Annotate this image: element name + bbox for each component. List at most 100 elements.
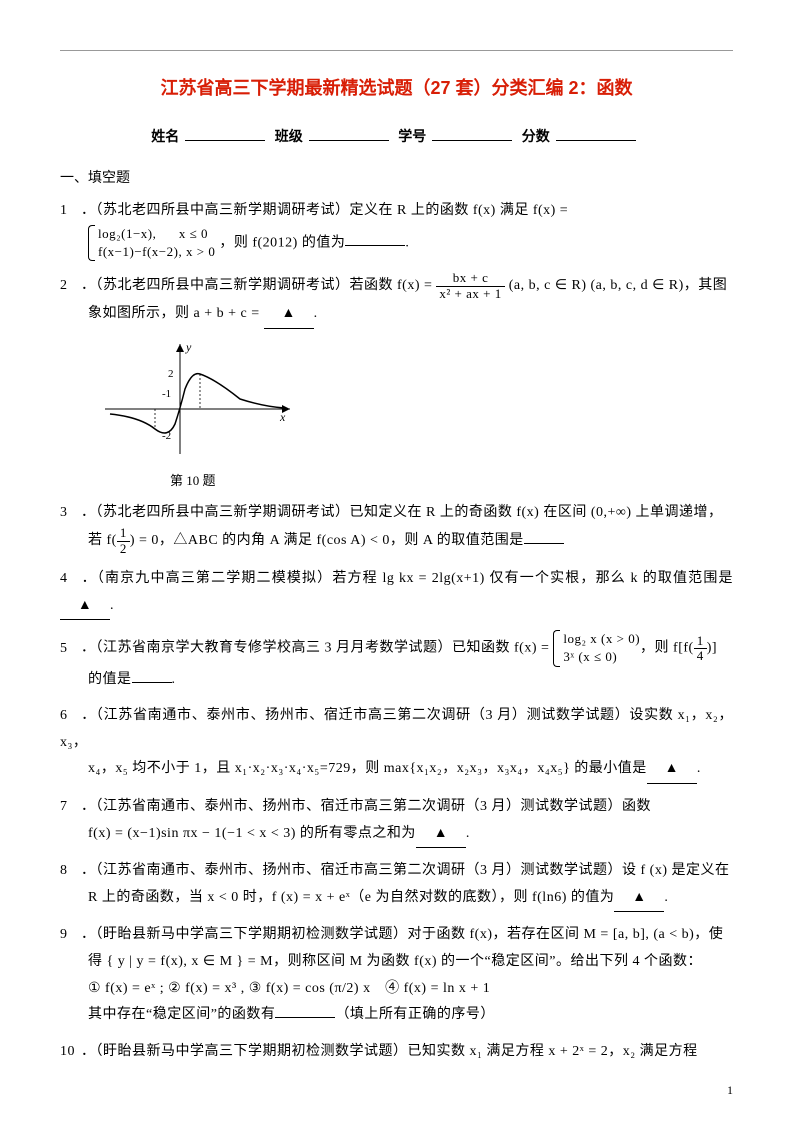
- q5-text-c: )]: [707, 641, 717, 656]
- q7-text-a: ．（江苏省南通市、泰州市、扬州市、宿迁市高三第二次调研（3 月）测试数学试题）函…: [81, 799, 651, 814]
- q6-blank: ▲: [647, 756, 697, 784]
- q2-text-b: (a, b, c ∈ R) (a, b, c, d ∈ R)，其图: [509, 278, 728, 293]
- q1-piece1-cond: x ≤ 0: [179, 226, 208, 241]
- q3-blank: [524, 529, 564, 544]
- question-9: 9．（盱眙县新马中学高三下学期期初检测数学试题）对于函数 f(x)，若存在区间 …: [60, 922, 733, 1028]
- q9-num: 9: [60, 922, 81, 949]
- q1-text-a: ．（苏北老四所县中高三新学期调研考试）定义在 R 上的函数 f(x) 满足 f(…: [81, 203, 568, 218]
- q6-end: .: [697, 761, 701, 776]
- q4-blank: ▲: [60, 593, 110, 621]
- question-4: 4．（南京九中高三第二学期二模模拟）若方程 lg kx = 2lg(x+1) 仅…: [60, 566, 733, 620]
- q1-piece1: log₂(1−x),: [98, 226, 156, 241]
- q3-text-b: 若 f(: [88, 533, 117, 548]
- q2-frac-num: bx + c: [436, 271, 504, 286]
- q1-tail: ，则 f(2012) 的值为: [219, 235, 345, 250]
- q6-text-a: ．（江苏省南通市、泰州市、扬州市、宿迁市高三第二次调研（3 月）测试数学试题）设…: [60, 708, 733, 750]
- q5-end: .: [172, 672, 176, 687]
- q5-num: 5: [60, 636, 81, 663]
- id-blank: [432, 126, 512, 141]
- q9-text-a: ．（盱眙县新马中学高三下学期期初检测数学试题）对于函数 f(x)，若存在区间 M…: [81, 927, 723, 942]
- q2-blank: ▲: [264, 301, 314, 329]
- question-5: 5．（江苏省南京学大教育专修学校高三 3 月月考数学试题）已知函数 f(x) =…: [60, 630, 733, 693]
- q7-end: .: [466, 826, 470, 841]
- x-label: x: [279, 410, 286, 424]
- graph-svg: 2 -1 -2 x y: [100, 339, 300, 459]
- q9-text-c: 其中存在“稳定区间”的函数有: [88, 1007, 275, 1022]
- q2-num: 2: [60, 273, 81, 300]
- q4-num: 4: [60, 566, 81, 593]
- page-number: 1: [727, 1079, 733, 1102]
- q8-num: 8: [60, 858, 81, 885]
- question-8: 8．（江苏省南通市、泰州市、扬州市、宿迁市高三第二次调研（3 月）测试数学试题）…: [60, 858, 733, 912]
- q7-text-b: f(x) = (x−1)sin πx − 1(−1 < x < 3) 的所有零点…: [88, 826, 416, 841]
- score-blank: [556, 126, 636, 141]
- q1-end: .: [405, 235, 409, 250]
- q6-text-b: x₄，x₅ 均不小于 1，且 x₁·x₂·x₃·x₄·x₅=729，则 max{…: [88, 761, 647, 776]
- q9-hint: （填上所有正确的序号）: [335, 1007, 495, 1022]
- q1-blank: [345, 231, 405, 246]
- q7-num: 7: [60, 794, 81, 821]
- q3-frac-den: 2: [117, 542, 130, 556]
- y-label: y: [185, 340, 192, 354]
- question-10: 10．（盱眙县新马中学高三下学期期初检测数学试题）已知实数 x₁ 满足方程 x …: [60, 1039, 733, 1066]
- question-3: 3．（苏北老四所县中高三新学期调研考试）已知定义在 R 上的奇函数 f(x) 在…: [60, 500, 733, 556]
- q5-text-b: ，则 f[f(: [640, 641, 694, 656]
- q5-frac: 14: [694, 634, 707, 664]
- score-label: 分数: [522, 130, 550, 145]
- question-7: 7．（江苏省南通市、泰州市、扬州市、宿迁市高三第二次调研（3 月）测试数学试题）…: [60, 794, 733, 848]
- q3-text-c: ) = 0，△ABC 的内角 A 满足 f(cos A) < 0，则 A 的取值…: [130, 533, 524, 548]
- q9-opts: ① f(x) = eˣ ; ② f(x) = x³ , ③ f(x) = cos…: [88, 976, 733, 1003]
- q8-text-a: ．（江苏省南通市、泰州市、扬州市、宿迁市高三第二次调研（3 月）测试数学试题）设…: [81, 863, 729, 878]
- figure-caption: 第 10 题: [170, 469, 733, 494]
- q8-blank: ▲: [614, 885, 664, 913]
- q10-text: ．（盱眙县新马中学高三下学期期初检测数学试题）已知实数 x₁ 满足方程 x + …: [81, 1044, 698, 1059]
- q5-frac-den: 4: [694, 649, 707, 663]
- q3-frac-num: 1: [117, 526, 130, 541]
- q2-end: .: [314, 306, 318, 321]
- question-6: 6．（江苏省南通市、泰州市、扬州市、宿迁市高三第二次调研（3 月）测试数学试题）…: [60, 703, 733, 784]
- q9-blank: [275, 1003, 335, 1018]
- q2-fraction: bx + c x² + ax + 1: [436, 271, 504, 301]
- q3-frac: 12: [117, 526, 130, 556]
- q4-end: .: [110, 598, 114, 613]
- question-2: 2．（苏北老四所县中高三新学期调研考试）若函数 f(x) = bx + c x²…: [60, 271, 733, 328]
- name-label: 姓名: [151, 130, 179, 145]
- q8-end: .: [664, 890, 668, 905]
- q5-text-a: ．（江苏省南京学大教育专修学校高三 3 月月考数学试题）已知函数 f(x) =: [81, 641, 553, 656]
- q1-piecewise: log₂(1−x), x ≤ 0 f(x−1)−f(x−2), x > 0: [88, 225, 215, 261]
- id-label: 学号: [398, 130, 426, 145]
- q2-text-c: 象如图所示，则 a + b + c =: [88, 306, 264, 321]
- q10-num: 10: [60, 1039, 81, 1066]
- question-1: 1．（苏北老四所县中高三新学期调研考试）定义在 R 上的函数 f(x) 满足 f…: [60, 198, 733, 261]
- q1-piece2-cond: x > 0: [186, 244, 215, 259]
- q6-num: 6: [60, 703, 81, 730]
- q1-num: 1: [60, 198, 81, 225]
- q4-text: ．（南京九中高三第二学期二模模拟）若方程 lg kx = 2lg(x+1) 仅有…: [81, 571, 733, 586]
- q5-piece1: log₂ x (x > 0): [563, 630, 640, 648]
- q2-figure: 2 -1 -2 x y 第 10 题: [100, 339, 733, 494]
- q7-blank: ▲: [416, 821, 466, 849]
- tick-neg1: -1: [162, 388, 171, 400]
- section-heading: 一、填空题: [60, 166, 733, 193]
- q1-piece2: f(x−1)−f(x−2),: [98, 244, 182, 259]
- q5-piecewise: log₂ x (x > 0) 3ˣ (x ≤ 0): [553, 630, 640, 666]
- class-label: 班级: [275, 130, 303, 145]
- q5-piece2: 3ˣ (x ≤ 0): [563, 648, 640, 666]
- q2-frac-den: x² + ax + 1: [436, 287, 504, 301]
- tick-neg2: -2: [162, 430, 171, 442]
- student-info-line: 姓名 班级 学号 分数: [60, 125, 733, 152]
- curve: [110, 373, 285, 432]
- q3-text-a: ．（苏北老四所县中高三新学期调研考试）已知定义在 R 上的奇函数 f(x) 在区…: [81, 505, 723, 520]
- q8-text-b: R 上的奇函数，当 x < 0 时，f (x) = x + eˣ（e 为自然对数…: [88, 890, 614, 905]
- page-title: 江苏省高三下学期最新精选试题（27 套）分类汇编 2：函数: [60, 71, 733, 105]
- tick-2: 2: [168, 368, 174, 380]
- y-arrow: [176, 344, 184, 352]
- name-blank: [185, 126, 265, 141]
- q5-blank: [132, 668, 172, 683]
- q5-text-d: 的值是: [88, 672, 132, 687]
- q2-text-a: ．（苏北老四所县中高三新学期调研考试）若函数 f(x) =: [81, 278, 436, 293]
- q3-num: 3: [60, 500, 81, 527]
- class-blank: [309, 126, 389, 141]
- q5-frac-num: 1: [694, 634, 707, 649]
- q9-text-b: 得 { y | y = f(x), x ∈ M } = M，则称区间 M 为函数…: [88, 949, 733, 976]
